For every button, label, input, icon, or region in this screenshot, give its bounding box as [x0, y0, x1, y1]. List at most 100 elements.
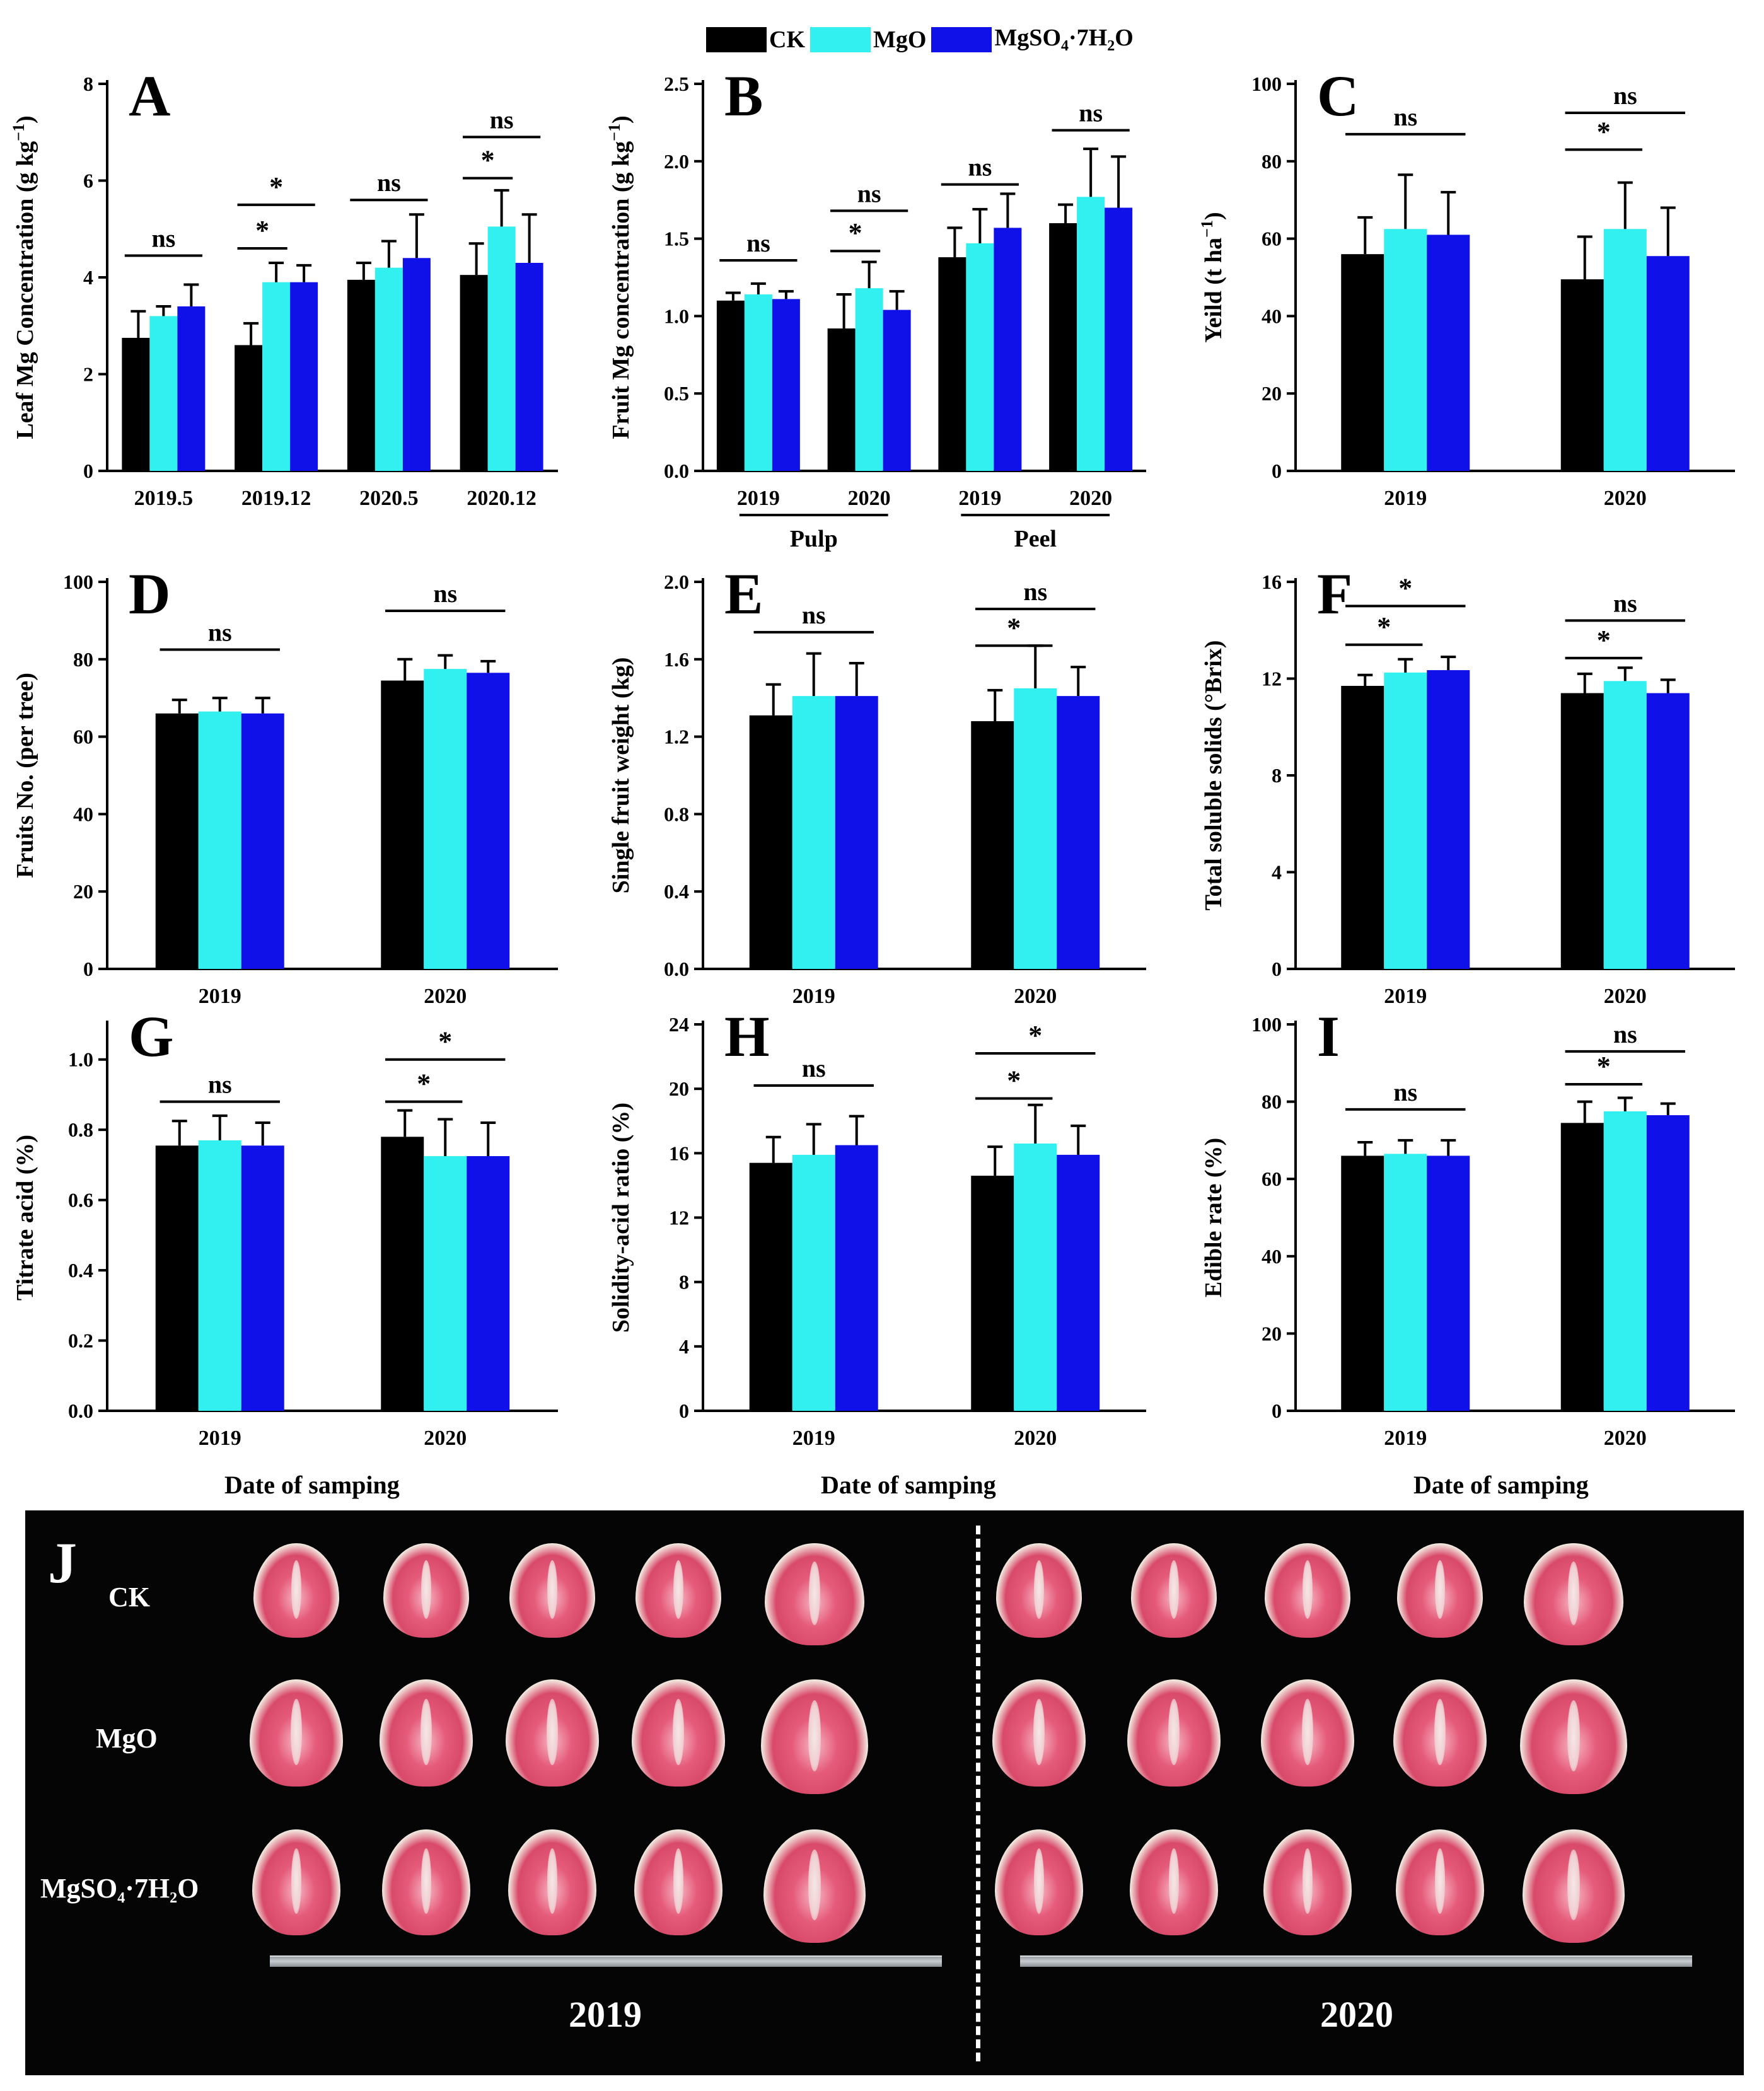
fruit-image [1524, 1543, 1623, 1645]
bar-mgo [487, 226, 516, 471]
bar-mgo [1384, 1154, 1427, 1411]
fruit-image [1127, 1679, 1221, 1787]
y-tick-label: 8 [83, 72, 93, 95]
legend-item-mgso4: MgSO4·7H2O [931, 24, 1134, 55]
bar-mgso4 [1646, 693, 1690, 969]
bar-mgso4 [177, 306, 206, 471]
y-tick-label: 0 [83, 958, 93, 980]
y-tick-label: 60 [1262, 228, 1282, 250]
fruit-image [1131, 1543, 1217, 1638]
y-axis-label: Total soluble solids (°Brix) [1200, 640, 1227, 911]
y-tick-label: 80 [73, 648, 93, 671]
fruit-image [506, 1679, 599, 1787]
bar-mgo [198, 1140, 241, 1411]
bar-mgo [198, 711, 241, 969]
fruit-image [761, 1679, 868, 1794]
y-axis-label: Fruits No. (per tree) [12, 673, 38, 878]
year-label-2019: 2019 [569, 1994, 642, 2035]
y-tick-label: 2.5 [664, 72, 689, 95]
significance-label: ns [746, 229, 770, 257]
fruit-image [509, 1543, 595, 1638]
bar-ck [971, 721, 1014, 969]
bar-mgso4 [883, 310, 911, 471]
y-tick-label: 0.0 [664, 460, 689, 482]
y-axis-label: Leaf Mg Concentration (g kg−1) [9, 115, 38, 439]
y-tick-label: 20 [1262, 1322, 1282, 1345]
significance-label: * [1597, 116, 1611, 147]
y-tick-label: 0.8 [664, 802, 689, 825]
panel-letter-A: A [129, 64, 170, 128]
y-tick-label: 20 [1262, 382, 1282, 405]
bar-mgo [1014, 688, 1057, 969]
y-tick-label: 4 [83, 266, 93, 289]
y-tick-label: 6 [83, 170, 93, 192]
bar-ck [716, 300, 745, 471]
bar-ck [1341, 1156, 1384, 1411]
y-tick-label: 0 [679, 1399, 689, 1422]
figure-panels: A 0 24 6 8 Leaf Mg Concentration (g kg−1) 2019… [9, 64, 1735, 1450]
bar-mgso4 [1646, 1115, 1690, 1411]
y-tick-label: 0 [1272, 958, 1282, 980]
y-tick-label: 80 [1262, 150, 1282, 173]
bar-ck [122, 337, 150, 471]
y-tick-label: 40 [1262, 1245, 1282, 1268]
bar-ck [827, 328, 856, 471]
chart-F: F 0 4 8 12 16 Total soluble solids (°Brix) 2019… [1200, 562, 1735, 1008]
bar-mgo [744, 294, 772, 471]
y-tick-label: 16 [669, 1142, 689, 1164]
significance-label: * [1597, 625, 1611, 656]
significance-label: ns [1023, 577, 1047, 606]
significance-label: ns [802, 601, 826, 629]
y-tick-label: 24 [669, 1013, 689, 1036]
y-axis-label: Yeild (t ha−1) [1198, 212, 1227, 342]
y-tick-label: 20 [669, 1077, 689, 1100]
x-tick-label: 2020 [1604, 487, 1647, 510]
bar-ck [1341, 254, 1384, 471]
x-tick-label: 2019 [737, 487, 780, 510]
x-tick-label: 2020.12 [467, 487, 537, 510]
y-tick-label: 8 [1272, 764, 1282, 787]
bar-ck [971, 1176, 1014, 1411]
panel-letter-B: B [724, 64, 763, 128]
year-label-2020: 2020 [1320, 1994, 1393, 2035]
significance-label: * [1398, 572, 1412, 603]
x-tick-label: 2019 [1384, 985, 1427, 1008]
bar-mgso4 [241, 1145, 284, 1411]
x-tick-label: 2020 [1014, 985, 1057, 1008]
significance-label: * [438, 1026, 452, 1057]
y-tick-label: 100 [63, 571, 93, 593]
x-tick-label: 2019.12 [241, 487, 311, 510]
bar-mgo [1603, 1111, 1647, 1411]
chart-D: D 0 20 40 60 80 100 Fruits No. (per tree) 2019 20… [12, 562, 558, 1008]
bar-mgso4 [1427, 670, 1470, 969]
bar-mgo [1603, 229, 1647, 471]
chart-H: H 0 4 8 12 16 20 24 Solidity-acid ratio (%) 2019 2… [608, 1004, 1146, 1450]
significance-label: * [1377, 611, 1391, 642]
bar-mgso4 [467, 673, 510, 969]
x-tick-label: 2019 [199, 985, 241, 1008]
bar-mgo [262, 282, 291, 471]
bar-mgo [424, 669, 467, 969]
significance-label: ns [377, 168, 401, 197]
significance-label: ns [1079, 99, 1103, 127]
bar-mgso4 [1646, 256, 1690, 471]
chart-E: E 0.0 0.4 0.8 1.2 1.6 2.0 Single fruit weight (… [608, 562, 1146, 1008]
y-tick-label: 0 [83, 460, 93, 482]
y-tick-label: 0.6 [68, 1189, 93, 1212]
row-label-ck: CK [108, 1582, 150, 1613]
y-tick-label: 4 [679, 1335, 689, 1358]
legend-label-mgo: MgO [873, 26, 927, 53]
panel-letter-J: J [48, 1531, 77, 1595]
bar-ck [347, 279, 375, 471]
x-tick-label: 2019 [792, 1427, 835, 1450]
significance-label: ns [1393, 1078, 1417, 1106]
y-axis-label: Titrate acid (%) [12, 1135, 38, 1300]
significance-label: * [417, 1069, 431, 1099]
bar-ck [381, 680, 424, 969]
bar-mgo [966, 243, 994, 471]
bar-mgo [855, 288, 883, 471]
bar-ck [1341, 686, 1384, 969]
bar-mgso4 [290, 282, 318, 471]
xlabel-left: Date of samping [224, 1471, 400, 1499]
fruit-image [383, 1543, 469, 1638]
